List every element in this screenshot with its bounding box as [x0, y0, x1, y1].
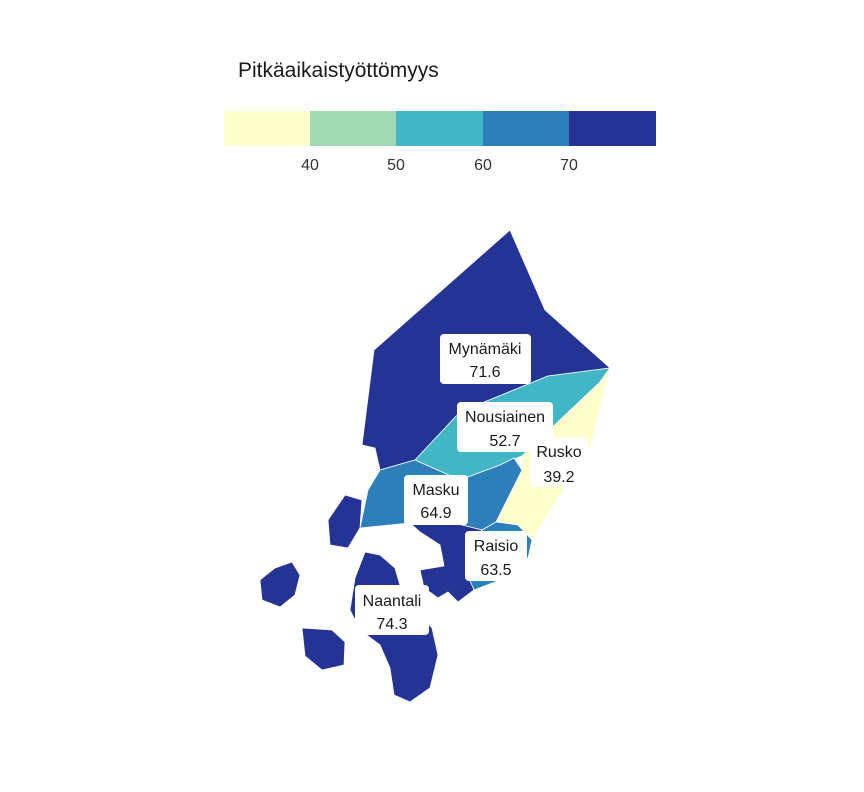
label-nousiainen: Nousiainen 52.7: [457, 402, 553, 452]
legend-tick-70: 70: [560, 157, 578, 174]
label-name-naantali: Naantali: [363, 593, 422, 610]
naantali-island-north[interactable]: [327, 494, 363, 549]
label-name-masku: Masku: [412, 482, 459, 499]
label-box-raisio: [465, 531, 527, 581]
legend-swatch-1: [224, 111, 311, 146]
label-value-raisio: 63.5: [480, 562, 511, 579]
label-box-mynamaki: [440, 334, 531, 384]
label-mynamaki: Mynämäki 71.6: [440, 334, 531, 384]
region-labels: Mynämäki 71.6 Nousiainen 52.7 Rusko 39.2…: [355, 334, 588, 635]
label-value-nousiainen: 52.7: [489, 433, 520, 450]
legend-swatch-5: [569, 111, 656, 146]
legend-ticks: 40 50 60 70: [301, 157, 578, 174]
label-box-masku: [404, 475, 468, 525]
label-name-rusko: Rusko: [536, 444, 581, 461]
legend-title: Pitkäaikaistyöttömyys: [238, 59, 439, 82]
label-value-naantali: 74.3: [376, 616, 407, 633]
legend-swatch-2: [310, 111, 397, 146]
label-value-masku: 64.9: [420, 505, 451, 522]
label-raisio: Raisio 63.5: [465, 531, 527, 581]
legend-swatch-3: [396, 111, 484, 146]
naantali-island-west[interactable]: [259, 561, 301, 608]
label-value-rusko: 39.2: [543, 469, 574, 486]
label-box-nousiainen: [457, 402, 553, 452]
naantali-island-south[interactable]: [301, 627, 346, 671]
label-name-raisio: Raisio: [474, 538, 519, 555]
label-naantali: Naantali 74.3: [355, 585, 429, 635]
legend-swatch-4: [483, 111, 570, 146]
legend-tick-50: 50: [387, 157, 405, 174]
legend: Pitkäaikaistyöttömyys 40 50 60 70: [224, 59, 656, 174]
label-box-rusko: [530, 437, 588, 487]
label-name-mynamaki: Mynämäki: [449, 341, 522, 358]
legend-tick-60: 60: [474, 157, 492, 174]
label-value-mynamaki: 71.6: [469, 364, 500, 381]
label-box-naantali: [355, 585, 429, 635]
label-masku: Masku 64.9: [404, 475, 468, 525]
legend-tick-40: 40: [301, 157, 319, 174]
label-name-nousiainen: Nousiainen: [465, 409, 545, 426]
legend-swatches: [224, 111, 656, 146]
label-rusko: Rusko 39.2: [530, 437, 588, 487]
